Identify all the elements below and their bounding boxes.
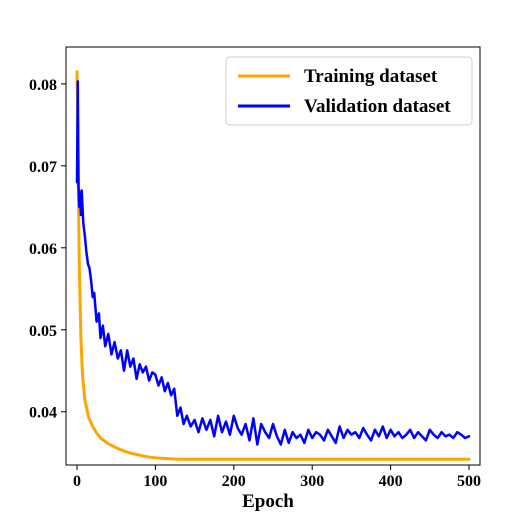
y-tick-label: 0.04 [29, 405, 57, 422]
x-tick-label: 400 [379, 473, 403, 490]
series-line-training [75, 70, 471, 461]
x-tick-label: 0 [73, 473, 81, 490]
x-tick-label: 100 [143, 473, 167, 490]
axes-layer: 0 100 200 300 400 500 0.04 0.05 0.06 0.07 0.08 [29, 77, 481, 490]
series-layer [75, 70, 471, 461]
legend-label-training: Training dataset [304, 66, 438, 87]
legend-box [225, 56, 473, 126]
y-tick-label: 0.06 [29, 241, 57, 258]
x-axis-label: Epoch [242, 491, 294, 512]
x-tick-label: 500 [457, 473, 481, 490]
x-tick-label: 200 [222, 473, 246, 490]
legend: Training dataset Validation dataset [225, 56, 473, 126]
plot-frame [65, 46, 481, 466]
y-tick-label: 0.05 [29, 323, 57, 340]
x-tick-label: 300 [300, 473, 324, 490]
series-line-validation [75, 80, 471, 446]
y-tick-label: 0.08 [29, 77, 57, 94]
legend-label-validation: Validation dataset [304, 96, 451, 117]
y-tick-label: 0.07 [29, 159, 57, 176]
